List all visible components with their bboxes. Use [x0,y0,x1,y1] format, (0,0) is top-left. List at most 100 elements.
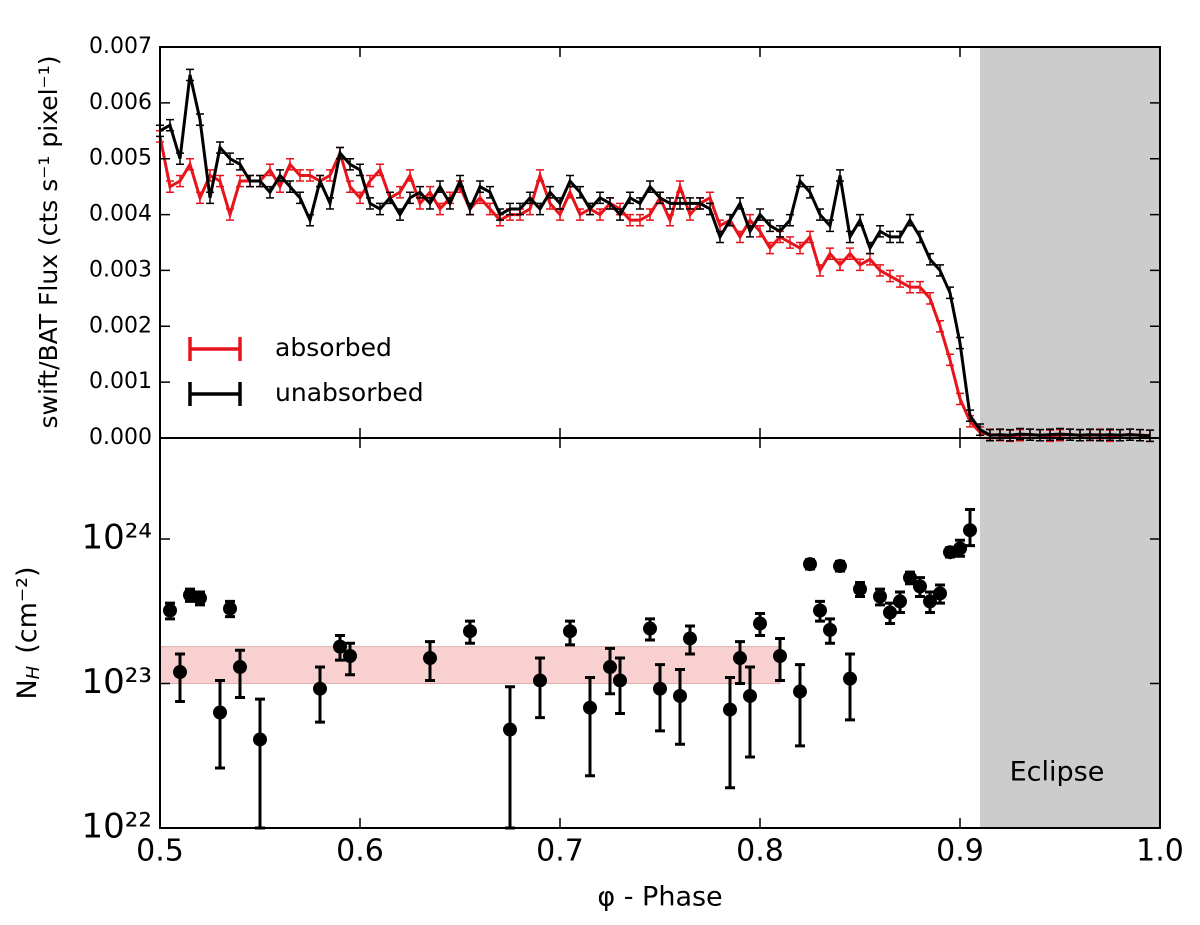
error-bar [446,197,454,210]
error-bar [896,275,904,288]
error-bar [896,230,904,244]
eclipse-region [980,47,1160,438]
error-bar [176,174,184,188]
error-bar [186,68,194,82]
error-bar [1146,429,1154,443]
error-bar [966,409,974,422]
error-bar [936,264,944,277]
error-bar [846,230,854,244]
error-bar [396,185,404,199]
error-bar [666,213,674,227]
error-bar [286,157,294,171]
y-label-sub: H [23,665,44,679]
error-bar [836,258,844,272]
error-bar [826,247,834,261]
error-bar [216,174,224,188]
error-bar [956,392,964,406]
error-bar [516,202,524,216]
error-bar [576,208,584,221]
error-bar [726,213,734,227]
error-bar [456,174,464,188]
error-bar [716,230,724,244]
error-bar [536,202,544,216]
error-bar [326,169,334,182]
error-bar [176,152,184,166]
error-bar [356,163,364,177]
y-tick-label: 0.001 [89,369,152,394]
data-point [773,648,787,663]
error-bar [266,185,274,199]
x-tick-label: 0.8 [736,834,784,869]
error-bar [606,197,614,210]
error-bar [526,191,534,205]
data-point [823,622,837,637]
x-tick-label: 0.7 [536,834,584,869]
x-tick-label: 0.5 [136,834,184,869]
y-axis-label: swift/BAT Flux (cts s⁻¹ pixel⁻¹) [34,55,63,428]
data-point [853,582,867,597]
error-bar [926,252,934,266]
error-bar [745,665,755,759]
eclipse-region [980,438,1160,828]
error-bar [585,676,595,778]
error-bar [866,241,874,255]
error-bar [166,118,174,132]
data-point [793,684,807,699]
error-bar [576,185,584,199]
error-bar [246,174,254,188]
error-bar [676,197,684,210]
y-tick-label: 10²³ [81,662,152,702]
data-point [613,673,627,688]
error-bar [226,152,234,166]
error-bar [386,191,394,205]
error-bar [886,230,894,244]
error-bar [326,197,334,210]
error-bar [616,208,624,221]
error-bar [476,180,484,193]
error-bar [646,180,654,193]
error-bar [906,213,914,227]
error-bar [786,213,794,227]
y-tick-label: 0.006 [89,90,152,115]
data-point [723,702,737,717]
error-bar [756,224,764,238]
data-point [583,700,597,715]
error-bar [426,197,434,210]
y-axis-label: NH (cm⁻²) [12,566,45,699]
reference-band [159,646,781,685]
data-point [803,557,817,572]
data-point [193,591,207,606]
error-bar [556,197,564,210]
error-bar [956,336,964,350]
data-point [223,601,237,616]
y-tick-label: 0.003 [89,257,152,282]
error-bar [256,174,264,188]
data-point [173,665,187,680]
data-point [843,671,857,686]
legend-label: absorbed [275,333,392,362]
data-point [833,559,847,574]
x-tick-label: 1.0 [1136,834,1184,869]
error-bar [816,264,824,277]
error-bar [626,191,634,205]
error-bar [946,286,954,300]
error-bar [916,280,924,294]
error-bar [806,230,814,244]
data-point [933,586,947,601]
data-point [963,523,977,538]
error-bar [276,169,284,182]
error-bar [566,174,574,188]
y-tick-label: 0.000 [89,425,152,450]
error-bar [396,208,404,221]
data-point [733,651,747,666]
error-bar [296,191,304,205]
error-bar [186,157,194,171]
error-bar [316,174,324,188]
error-bar [506,202,514,216]
y-label-unit: (cm⁻²) [12,566,43,653]
error-bar [266,163,274,177]
y-label-main: N [12,679,43,699]
error-bar [215,678,225,770]
error-bar [746,224,754,238]
